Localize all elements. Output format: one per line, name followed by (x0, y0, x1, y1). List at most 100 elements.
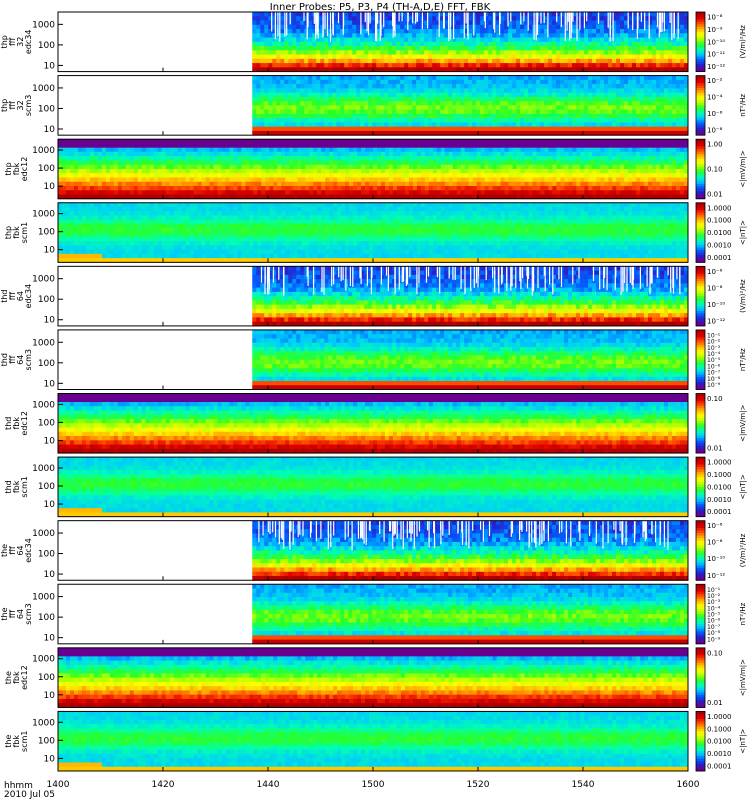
heatmap-cell (293, 160, 297, 165)
heatmap-cell (214, 173, 218, 178)
heatmap-cell (525, 156, 529, 161)
heatmap-cell (560, 80, 564, 85)
colorbar-swatch (696, 47, 705, 50)
heatmap-cell (369, 190, 373, 195)
heatmap-cell (272, 76, 276, 81)
heatmap-cell (357, 169, 361, 174)
heatmap-cell (273, 143, 277, 148)
heatmap-cell (373, 160, 377, 165)
heatmap-cell (532, 165, 536, 170)
heatmap-cell (528, 76, 532, 81)
heatmap-cell (568, 80, 572, 85)
heatmap-cell (368, 101, 372, 106)
heatmap-cell (396, 42, 400, 47)
heatmap-cell (313, 173, 317, 178)
heatmap-cell (317, 177, 321, 182)
heatmap-cell (572, 101, 576, 106)
heatmap-cell (400, 38, 404, 43)
heatmap-cell (333, 186, 337, 191)
heatmap-cell (656, 127, 660, 132)
heatmap-cell (361, 160, 365, 165)
heatmap-cell (356, 25, 360, 30)
heatmap-cell (624, 59, 628, 64)
heatmap-cell (668, 101, 672, 106)
heatmap-cell (170, 139, 174, 144)
heatmap-cell (345, 169, 349, 174)
heatmap-cell (62, 177, 66, 182)
heatmap-cell (377, 169, 381, 174)
heatmap-cell (560, 105, 564, 110)
heatmap-cell (384, 16, 388, 21)
heatmap-cell (608, 118, 612, 123)
heatmap-cell (604, 105, 608, 110)
heatmap-cell (472, 55, 476, 60)
heatmap-cell (344, 93, 348, 98)
heatmap-cell (340, 80, 344, 85)
heatmap-cell (264, 114, 268, 119)
heatmap-cell (528, 110, 532, 115)
heatmap-cell (564, 97, 568, 102)
heatmap-cell (268, 59, 272, 64)
heatmap-cell (372, 97, 376, 102)
heatmap-cell (340, 114, 344, 119)
heatmap-cell (552, 114, 556, 119)
heatmap-cell (353, 182, 357, 187)
heatmap-cell (437, 173, 441, 178)
heatmap-cell (648, 42, 652, 47)
heatmap-cell (432, 59, 436, 64)
heatmap-cell (332, 55, 336, 60)
heatmap-cell (532, 177, 536, 182)
heatmap-cell (170, 177, 174, 182)
heatmap-cell (604, 76, 608, 81)
heatmap-cell (540, 143, 544, 148)
heatmap-cell (154, 165, 158, 170)
heatmap-cell (556, 105, 560, 110)
heatmap-cell (424, 63, 428, 68)
heatmap-cell (304, 105, 308, 110)
heatmap-cell (256, 76, 260, 81)
heatmap-cell (285, 156, 289, 161)
heatmap-cell (476, 88, 480, 93)
heatmap-cell (94, 148, 98, 153)
heatmap-cell (277, 190, 281, 195)
heatmap-cell (337, 156, 341, 161)
heatmap-cell (166, 139, 170, 144)
heatmap-cell (190, 143, 194, 148)
heatmap-cell (428, 97, 432, 102)
heatmap-cell (448, 105, 452, 110)
heatmap-cell (288, 38, 292, 43)
heatmap-cell (600, 127, 604, 132)
heatmap-cell (384, 97, 388, 102)
heatmap-cell (660, 97, 664, 102)
heatmap-cell (384, 63, 388, 68)
heatmap-cell (276, 59, 280, 64)
heatmap-cell (404, 88, 408, 93)
heatmap-cell (277, 165, 281, 170)
heatmap-cell (332, 97, 336, 102)
heatmap-cell (292, 122, 296, 127)
heatmap-cell (612, 76, 616, 81)
heatmap-cell (190, 139, 194, 144)
heatmap-cell (400, 84, 404, 89)
heatmap-cell (162, 160, 166, 165)
heatmap-cell (632, 50, 636, 55)
heatmap-cell (332, 50, 336, 55)
heatmap-cell (501, 169, 505, 174)
heatmap-cell (616, 38, 620, 43)
heatmap-cell (600, 42, 604, 47)
heatmap-cell (253, 177, 257, 182)
heatmap-cell (376, 88, 380, 93)
heatmap-cell (660, 33, 664, 38)
heatmap-cell (468, 84, 472, 89)
heatmap-cell (568, 59, 572, 64)
heatmap-cell (672, 93, 676, 98)
heatmap-cell (373, 152, 377, 157)
heatmap-cell (401, 160, 405, 165)
heatmap-cell (396, 16, 400, 21)
heatmap-cell (468, 33, 472, 38)
heatmap-cell (245, 165, 249, 170)
heatmap-cell (344, 21, 348, 26)
heatmap-cell (190, 152, 194, 157)
heatmap-cell (365, 143, 369, 148)
